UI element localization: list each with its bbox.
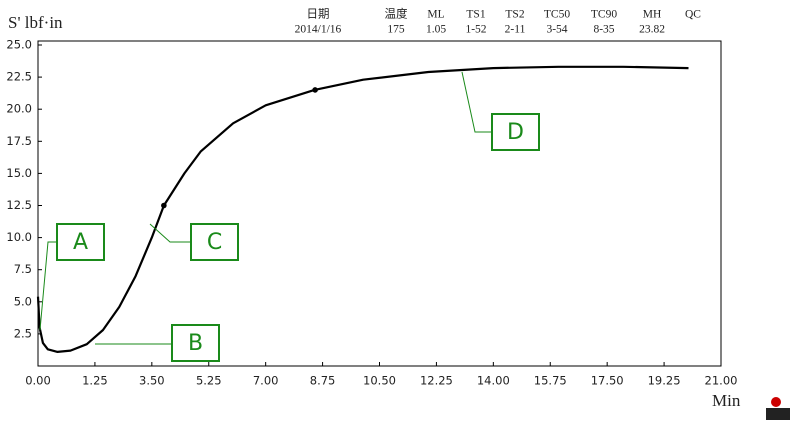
x-tick-label: 17.50	[591, 374, 624, 388]
header-value: 2-11	[505, 24, 526, 36]
y-tick-label: 17.5	[6, 134, 32, 148]
header-label: TC50	[544, 9, 570, 21]
annotation-label: A	[73, 230, 88, 255]
header-value: 1-52	[465, 24, 486, 36]
x-tick-label: 0.00	[25, 374, 51, 388]
header-label: TS2	[505, 9, 524, 21]
annotation-box	[56, 223, 105, 261]
header-value: 23.82	[639, 24, 665, 36]
x-tick-label: 19.25	[648, 374, 681, 388]
x-tick-label: 7.00	[253, 374, 279, 388]
curve	[36, 65, 689, 353]
y-tick-label: 2.5	[14, 326, 32, 340]
x-tick-label: 8.75	[310, 374, 336, 388]
logo	[766, 397, 790, 420]
y-tick-label: 12.5	[6, 198, 32, 212]
x-tick-label: 1.25	[82, 374, 108, 388]
leader-line	[149, 223, 191, 243]
y-tick-label: 10.0	[6, 230, 32, 244]
y-tick-label: 20.0	[6, 102, 32, 116]
header-label: ML	[427, 9, 444, 21]
annotation-label: D	[507, 120, 524, 145]
x-tick-label: 12.25	[420, 374, 453, 388]
header-value: 3-54	[546, 24, 567, 36]
header-label: TC90	[591, 9, 617, 21]
header-label: QC	[685, 9, 701, 21]
x-tick-label: 5.25	[196, 374, 222, 388]
header-label: 日期	[307, 8, 330, 21]
y-tick-label: 5.0	[14, 294, 32, 308]
y-tick-label: 15.0	[6, 166, 32, 180]
annotation-label: C	[207, 230, 222, 255]
header-label: 温度	[385, 7, 408, 21]
leader-line	[39, 241, 57, 331]
header-value: 8-35	[593, 24, 614, 36]
x-tick-label: 21.00	[705, 374, 738, 388]
x-axis-label: Min	[712, 391, 741, 410]
x-tick-label: 14.00	[477, 374, 510, 388]
annotation-box	[190, 223, 239, 261]
annotation-box	[171, 324, 220, 362]
leader-line	[461, 71, 492, 133]
plot-frame	[37, 40, 722, 367]
annotation-label: B	[188, 331, 203, 356]
annotation-box	[491, 113, 540, 151]
x-tick-label: 3.50	[139, 374, 165, 388]
header-value: 1.05	[426, 24, 446, 36]
y-axis-label: S' lbf·in	[8, 13, 63, 32]
marker	[312, 87, 318, 93]
header-label: TS1	[466, 9, 485, 21]
y-tick-label: 22.5	[6, 70, 32, 84]
y-tick-label: 7.5	[14, 262, 32, 276]
x-tick-label: 10.50	[363, 374, 396, 388]
header-value: 175	[387, 24, 405, 36]
header-label: MH	[643, 9, 662, 21]
header-value: 2014/1/16	[295, 24, 342, 36]
x-tick-label: 15.75	[534, 374, 567, 388]
marker	[161, 202, 167, 209]
y-tick-label: 25.0	[6, 38, 32, 52]
